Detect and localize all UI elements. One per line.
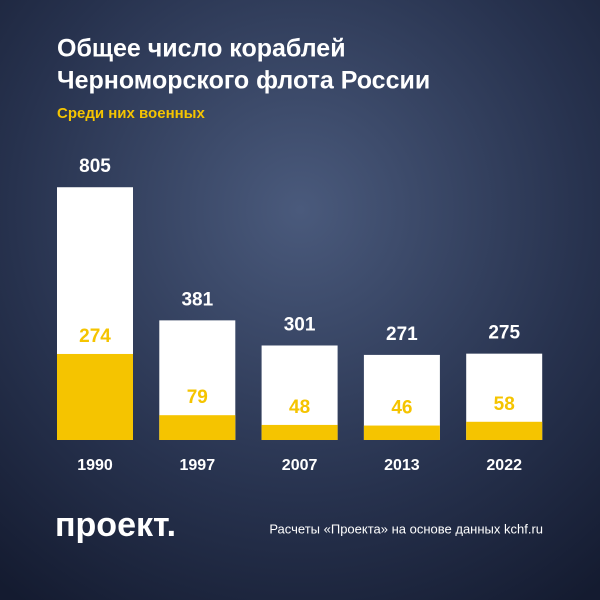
x-tick-label: 2022 — [486, 457, 522, 474]
logo: проект. — [55, 506, 176, 544]
bar — [466, 421, 543, 440]
bar — [261, 345, 338, 440]
bar — [261, 424, 338, 440]
value-label: 275 — [488, 323, 520, 344]
chart-subtitle: Среди них военных — [57, 105, 205, 122]
value-label: 274 — [79, 326, 111, 347]
bar — [159, 415, 236, 440]
x-tick-label: 2013 — [384, 457, 420, 474]
value-label: 46 — [391, 398, 412, 419]
bar — [57, 353, 133, 440]
value-label: 381 — [181, 289, 213, 310]
x-tick-label: 1990 — [77, 457, 113, 474]
chart-title: Общее число кораблей — [57, 35, 346, 63]
value-label: 271 — [386, 324, 418, 345]
x-tick-label: 1997 — [180, 457, 216, 474]
value-label: 805 — [79, 156, 111, 177]
value-label: 79 — [187, 387, 208, 408]
value-label: 301 — [284, 315, 316, 336]
source: Расчеты «Проекта» на основе данных kchf.… — [269, 521, 543, 536]
bar — [363, 425, 440, 440]
x-tick-label: 2007 — [282, 457, 318, 474]
value-label: 58 — [494, 394, 515, 415]
chart-title: Черноморского флота России — [57, 67, 430, 95]
value-label: 48 — [289, 397, 310, 418]
